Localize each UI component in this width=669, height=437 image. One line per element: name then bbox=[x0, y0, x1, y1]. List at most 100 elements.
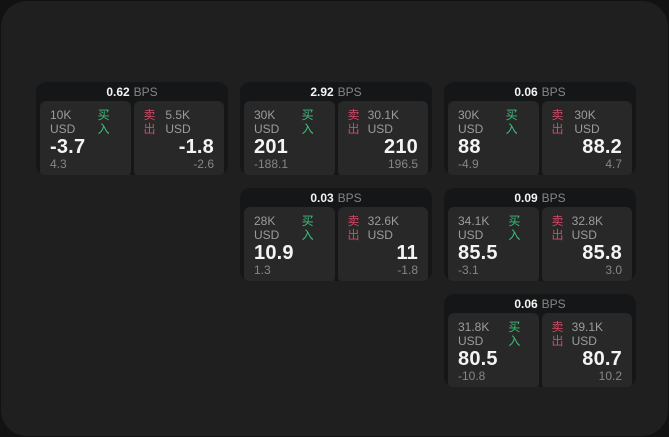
quote-panels: 34.1K USD 买入 85.5 -3.1 卖出 32.8K USD 85.8… bbox=[444, 205, 636, 281]
sell-price: 11 bbox=[396, 242, 418, 264]
sell-delta: 4.7 bbox=[605, 157, 622, 171]
spread-value: 0.03 bbox=[310, 191, 334, 205]
sell-price: 85.8 bbox=[582, 242, 622, 264]
spread-value: 0.06 bbox=[514, 85, 538, 99]
buy-price: 80.5 bbox=[458, 348, 498, 370]
buy-label-row: 31.8K USD 买入 bbox=[458, 320, 529, 348]
buy-size-label: 10K USD bbox=[50, 108, 76, 136]
buy-panel[interactable]: 10K USD 买入 -3.7 4.3 bbox=[40, 101, 131, 175]
sell-size-label: 32.8K USD bbox=[571, 214, 603, 242]
sell-delta: 10.2 bbox=[598, 369, 622, 383]
buy-delta: -3.1 bbox=[458, 263, 479, 277]
sell-label-row: 卖出 39.1K USD bbox=[552, 320, 623, 348]
buy-badge: 买入 bbox=[508, 214, 521, 242]
buy-panel[interactable]: 31.8K USD 买入 80.5 -10.8 bbox=[448, 313, 539, 387]
sell-label-row: 卖出 32.6K USD bbox=[348, 214, 419, 242]
sell-price: 88.2 bbox=[582, 136, 622, 158]
bps-label: BPS bbox=[541, 85, 566, 99]
sell-panel[interactable]: 卖出 39.1K USD 80.7 10.2 bbox=[541, 313, 632, 387]
quote-card: 0.06 BPS 31.8K USD 买入 80.5 -10.8 卖出 39.1… bbox=[444, 294, 636, 387]
card-header: 0.06 BPS bbox=[444, 294, 636, 311]
sell-label-row: 卖出 5.5K USD bbox=[144, 108, 215, 136]
card-header: 0.09 BPS bbox=[444, 188, 636, 205]
quote-card: 0.09 BPS 34.1K USD 买入 85.5 -3.1 卖出 32.8K… bbox=[444, 188, 636, 281]
spread-value: 0.62 bbox=[106, 85, 130, 99]
buy-delta: 4.3 bbox=[50, 157, 67, 171]
sell-size-label: 30.1K USD bbox=[367, 108, 399, 136]
quote-card: 0.03 BPS 28K USD 买入 10.9 1.3 卖出 32.6K US… bbox=[240, 188, 432, 281]
sell-size-label: 5.5K USD bbox=[165, 108, 191, 136]
sell-badge: 卖出 bbox=[551, 214, 564, 242]
sell-label-row: 卖出 30.1K USD bbox=[348, 108, 419, 136]
card-header: 0.06 BPS bbox=[444, 82, 636, 99]
quote-panels: 10K USD 买入 -3.7 4.3 卖出 5.5K USD -1.8 -2.… bbox=[36, 99, 228, 175]
buy-size-label: 30K USD bbox=[458, 108, 484, 136]
bps-label: BPS bbox=[337, 85, 362, 99]
spread-value: 2.92 bbox=[310, 85, 334, 99]
sell-size-label: 39.1K USD bbox=[571, 320, 603, 348]
buy-delta: -4.9 bbox=[458, 157, 479, 171]
buy-badge: 买入 bbox=[508, 320, 521, 348]
buy-price: 10.9 bbox=[254, 242, 294, 264]
sell-size-label: 32.6K USD bbox=[367, 214, 399, 242]
buy-panel[interactable]: 30K USD 买入 201 -188.1 bbox=[244, 101, 335, 175]
buy-badge: 买入 bbox=[301, 214, 314, 242]
buy-panel[interactable]: 28K USD 买入 10.9 1.3 bbox=[244, 207, 335, 281]
quote-card: 0.62 BPS 10K USD 买入 -3.7 4.3 卖出 5.5K USD… bbox=[36, 82, 228, 175]
buy-label-row: 34.1K USD 买入 bbox=[458, 214, 529, 242]
bps-label: BPS bbox=[541, 191, 566, 205]
buy-badge: 买入 bbox=[505, 108, 518, 136]
buy-label-row: 30K USD 买入 bbox=[458, 108, 529, 136]
buy-delta: -188.1 bbox=[254, 157, 289, 171]
sell-delta: 3.0 bbox=[605, 263, 622, 277]
buy-panel[interactable]: 30K USD 买入 88 -4.9 bbox=[448, 101, 539, 175]
buy-delta: 1.3 bbox=[254, 263, 271, 277]
bps-label: BPS bbox=[541, 297, 566, 311]
spread-value: 0.06 bbox=[514, 297, 538, 311]
sell-price: -1.8 bbox=[178, 136, 214, 158]
buy-price: 88 bbox=[458, 136, 481, 158]
sell-price: 210 bbox=[384, 136, 418, 158]
bps-label: BPS bbox=[337, 191, 362, 205]
quote-card: 2.92 BPS 30K USD 买入 201 -188.1 卖出 30.1K … bbox=[240, 82, 432, 175]
buy-badge: 买入 bbox=[301, 108, 314, 136]
buy-price: 85.5 bbox=[458, 242, 498, 264]
buy-price: -3.7 bbox=[50, 136, 86, 158]
sell-delta: -2.6 bbox=[193, 157, 214, 171]
buy-label-row: 28K USD 买入 bbox=[254, 214, 325, 242]
sell-panel[interactable]: 卖出 30.1K USD 210 196.5 bbox=[337, 101, 428, 175]
sell-panel[interactable]: 卖出 5.5K USD -1.8 -2.6 bbox=[133, 101, 224, 175]
quote-card: 0.06 BPS 30K USD 买入 88 -4.9 卖出 30K USD 8… bbox=[444, 82, 636, 175]
sell-price: 80.7 bbox=[582, 348, 622, 370]
sell-panel[interactable]: 卖出 32.8K USD 85.8 3.0 bbox=[541, 207, 632, 281]
sell-badge: 卖出 bbox=[143, 108, 156, 136]
card-header: 2.92 BPS bbox=[240, 82, 432, 99]
card-header: 0.03 BPS bbox=[240, 188, 432, 205]
buy-badge: 买入 bbox=[97, 108, 110, 136]
sell-badge: 卖出 bbox=[347, 108, 360, 136]
sell-label-row: 卖出 32.8K USD bbox=[552, 214, 623, 242]
buy-label-row: 30K USD 买入 bbox=[254, 108, 325, 136]
buy-size-label: 30K USD bbox=[254, 108, 280, 136]
sell-delta: -1.8 bbox=[397, 263, 418, 277]
bps-label: BPS bbox=[133, 85, 158, 99]
sell-badge: 卖出 bbox=[347, 214, 360, 242]
buy-size-label: 28K USD bbox=[254, 214, 280, 242]
quote-grid: 0.62 BPS 10K USD 买入 -3.7 4.3 卖出 5.5K USD… bbox=[36, 82, 636, 387]
buy-delta: -10.8 bbox=[458, 369, 486, 383]
buy-size-label: 34.1K USD bbox=[458, 214, 490, 242]
quote-panels: 28K USD 买入 10.9 1.3 卖出 32.6K USD 11 -1.8 bbox=[240, 205, 432, 281]
buy-panel[interactable]: 34.1K USD 买入 85.5 -3.1 bbox=[448, 207, 539, 281]
quote-panels: 31.8K USD 买入 80.5 -10.8 卖出 39.1K USD 80.… bbox=[444, 311, 636, 387]
buy-price: 201 bbox=[254, 136, 288, 158]
quote-panels: 30K USD 买入 88 -4.9 卖出 30K USD 88.2 4.7 bbox=[444, 99, 636, 175]
spread-value: 0.09 bbox=[514, 191, 538, 205]
sell-size-label: 30K USD bbox=[574, 108, 600, 136]
quote-panels: 30K USD 买入 201 -188.1 卖出 30.1K USD 210 1… bbox=[240, 99, 432, 175]
card-header: 0.62 BPS bbox=[36, 82, 228, 99]
sell-panel[interactable]: 卖出 30K USD 88.2 4.7 bbox=[541, 101, 632, 175]
sell-panel[interactable]: 卖出 32.6K USD 11 -1.8 bbox=[337, 207, 428, 281]
sell-label-row: 卖出 30K USD bbox=[552, 108, 623, 136]
sell-badge: 卖出 bbox=[551, 108, 564, 136]
sell-badge: 卖出 bbox=[551, 320, 564, 348]
